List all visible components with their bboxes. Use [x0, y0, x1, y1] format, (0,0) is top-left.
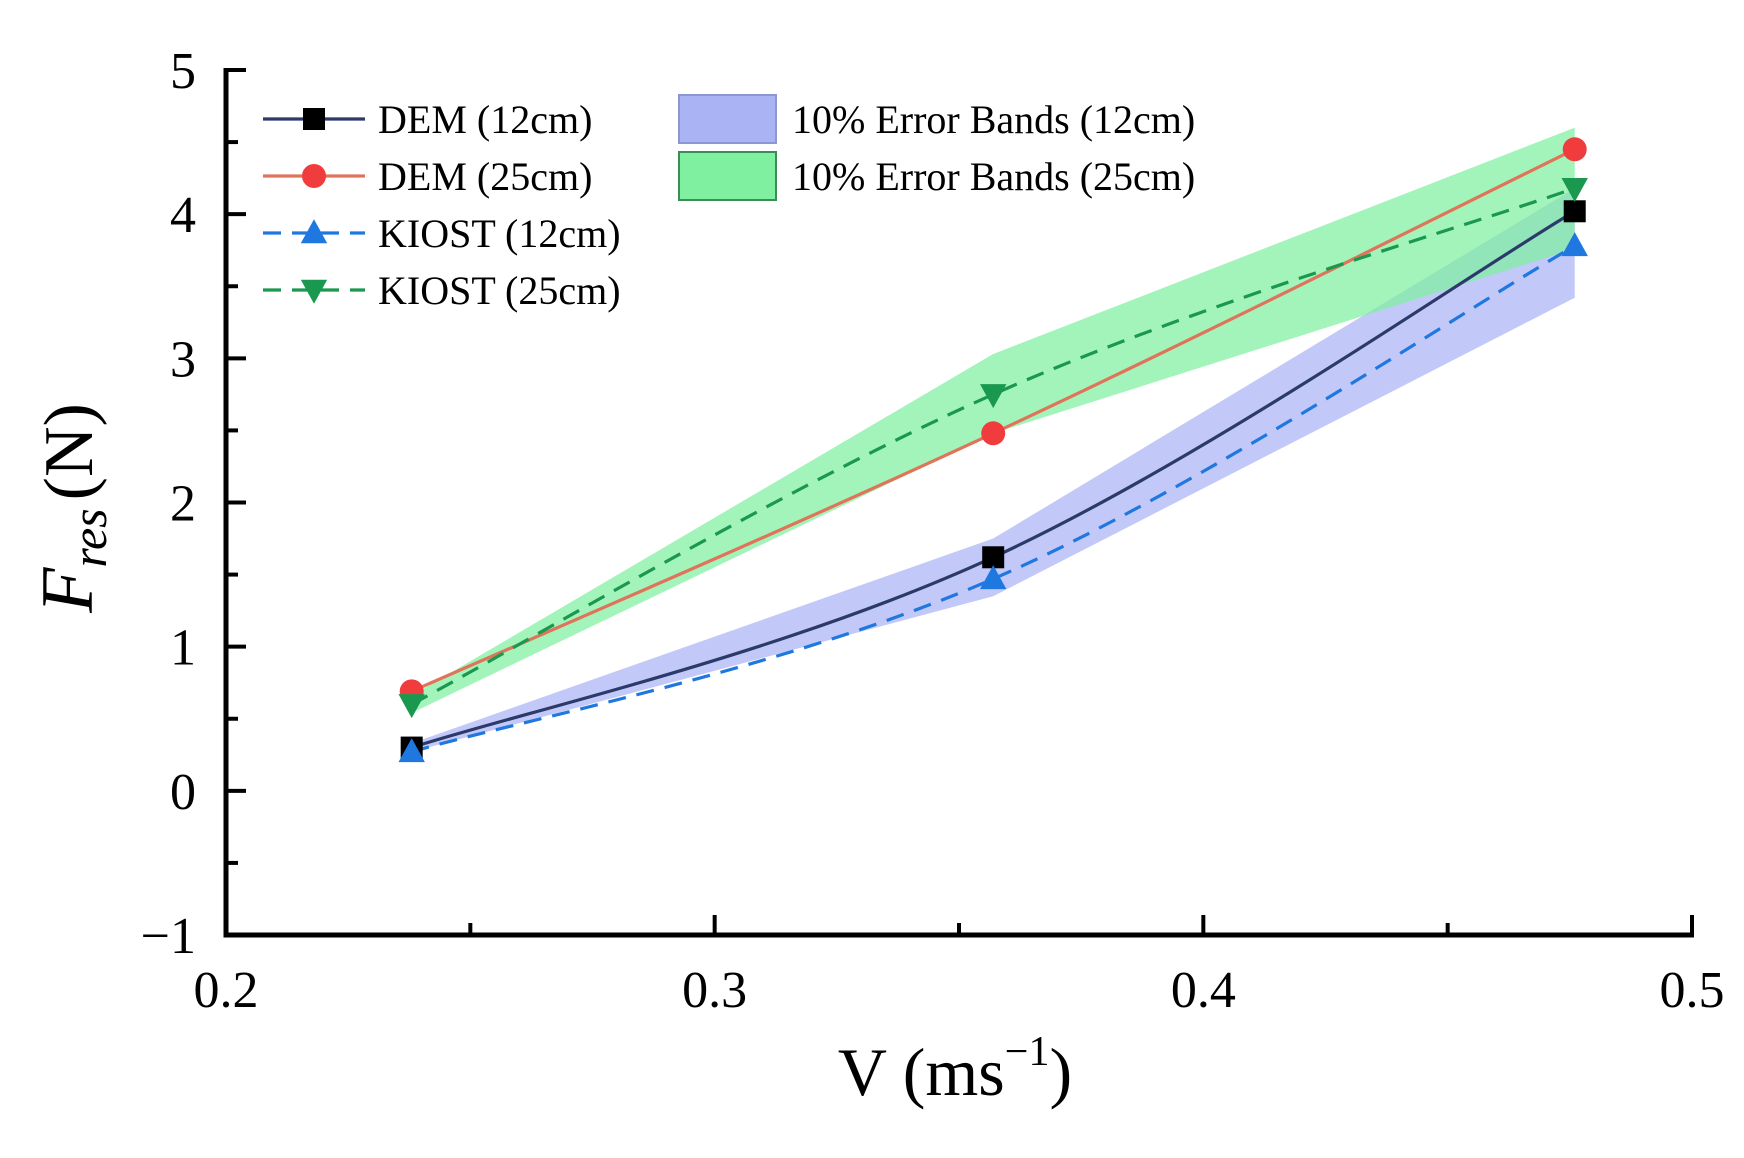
y-axis-title-main: F — [27, 567, 109, 614]
legend-item-0: DEM (12cm) — [263, 97, 592, 142]
legend-band-item-0: 10% Error Bands (12cm) — [678, 94, 1195, 144]
y-tick-label: 4 — [170, 187, 196, 244]
legend-marker-3 — [300, 279, 328, 304]
y-tick-label: 5 — [170, 43, 196, 100]
x-tick-label: 0.5 — [1660, 962, 1725, 1019]
legend-item-1: DEM (25cm) — [263, 154, 592, 199]
error-bands-layer — [411, 127, 1575, 752]
series-2-point-1 — [980, 565, 1007, 590]
series-0-point-2 — [1563, 200, 1586, 223]
legend-label-2: KIOST (12cm) — [378, 211, 621, 256]
series-1-point-1 — [981, 421, 1006, 446]
legend-label-1: DEM (25cm) — [378, 154, 592, 199]
y-tick-label: 3 — [170, 331, 196, 388]
x-axis-title: V (ms−1) — [838, 1029, 1072, 1110]
legend-marker-2 — [300, 219, 328, 244]
y-axis-title: Fres (N) — [27, 403, 117, 614]
legend-item-2: KIOST (12cm) — [263, 211, 621, 256]
legend-label-0: DEM (12cm) — [378, 97, 592, 142]
y-tick-label: 2 — [170, 476, 196, 533]
y-tick-label: 0 — [170, 764, 196, 821]
x-axis-title-close: ) — [1049, 1034, 1072, 1110]
legend-marker-1 — [302, 164, 326, 188]
legend-band-label-1: 10% Error Bands (25cm) — [792, 154, 1195, 199]
y-tick-label: 1 — [170, 620, 196, 677]
axes-layer: 0.2 0.3 0.4 0.5 −1 0 1 2 3 4 5 — [141, 43, 1725, 1019]
legend-item-3: KIOST (25cm) — [263, 268, 621, 313]
x-tick-label: 0.3 — [682, 962, 747, 1019]
x-axis-title-base: V (ms — [838, 1034, 1005, 1110]
series-3-point-0 — [398, 694, 425, 719]
legend-band-swatch-1 — [678, 151, 777, 201]
series-0-point-1 — [982, 546, 1005, 569]
legend-band-item-1: 10% Error Bands (25cm) — [678, 151, 1195, 201]
y-tick-label: −1 — [141, 908, 196, 965]
x-tick-label: 0.4 — [1171, 962, 1236, 1019]
series-3-point-1 — [980, 384, 1007, 409]
y-axis-title-sub: res — [61, 508, 117, 567]
legend-band-label-0: 10% Error Bands (12cm) — [792, 97, 1195, 142]
legend-marker-0 — [303, 108, 325, 130]
series-1-point-2 — [1562, 137, 1587, 162]
error-band-1 — [411, 127, 1575, 713]
legend-series: DEM (12cm) DEM (25cm) KIOST (12cm) KIOST (2… — [263, 97, 621, 313]
series-3-point-2 — [1561, 178, 1588, 203]
legend-label-3: KIOST (25cm) — [378, 268, 621, 313]
y-axis-title-unit: (N) — [31, 403, 108, 500]
series-2-point-0 — [398, 738, 425, 763]
x-axis-title-sup: −1 — [1005, 1029, 1050, 1075]
series-line-2 — [411, 244, 1576, 754]
legend-bands: 10% Error Bands (12cm) 10% Error Bands (2… — [678, 94, 1195, 201]
legend-band-swatch-0 — [678, 94, 777, 144]
legend: DEM (12cm) DEM (25cm) KIOST (12cm) KIOST (2… — [263, 94, 1195, 313]
x-tick-label: 0.2 — [194, 962, 259, 1019]
series-markers-layer — [398, 137, 1588, 763]
series-2-point-2 — [1561, 232, 1588, 257]
series-line-3 — [410, 186, 1576, 706]
